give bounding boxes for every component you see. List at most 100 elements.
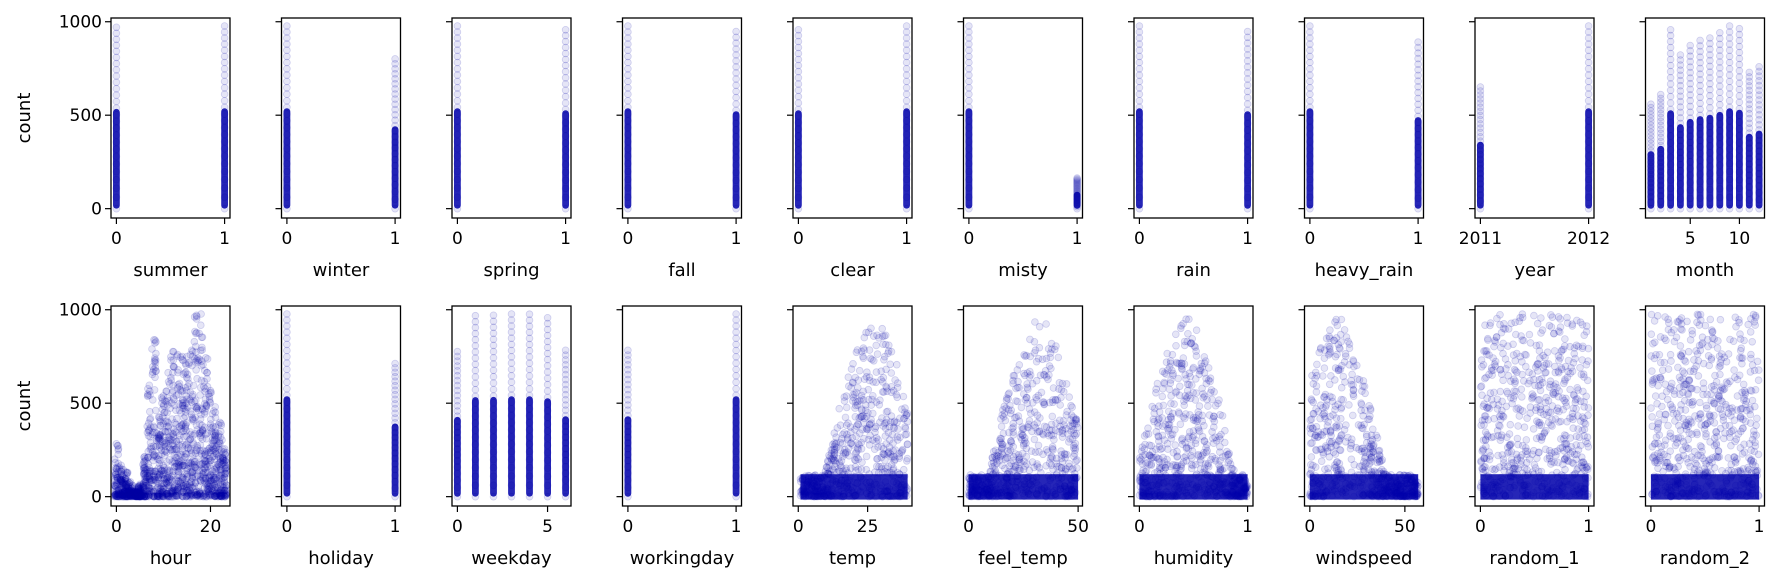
- data-point: [212, 429, 220, 438]
- points-windspeed: [1306, 315, 1422, 501]
- data-point: [1676, 204, 1685, 213]
- data-point: [211, 491, 219, 500]
- data-point: [1161, 369, 1169, 377]
- data-point: [170, 363, 178, 371]
- data-point: [732, 45, 740, 53]
- data-point: [114, 446, 122, 454]
- data-point: [866, 354, 875, 363]
- data-point: [1686, 194, 1694, 203]
- data-point: [127, 489, 135, 498]
- data-point: [849, 393, 858, 402]
- data-point: [204, 478, 213, 486]
- data-point: [853, 444, 862, 453]
- data-point: [893, 432, 902, 441]
- data-point: [1476, 99, 1485, 107]
- data-point: [732, 161, 740, 169]
- data-point: [1306, 84, 1314, 92]
- data-point: [1025, 405, 1034, 413]
- data-point: [872, 437, 880, 446]
- data-point: [732, 346, 740, 355]
- data-point: [1216, 465, 1225, 474]
- data-point: [194, 356, 203, 365]
- data-point: [120, 487, 129, 496]
- data-point: [391, 132, 399, 141]
- data-point: [132, 487, 141, 496]
- data-point: [124, 491, 133, 500]
- data-point: [219, 456, 228, 464]
- data-point: [179, 461, 187, 470]
- data-point: [1676, 61, 1685, 69]
- data-point: [1647, 204, 1655, 213]
- data-point: [140, 485, 148, 494]
- data-point: [1065, 459, 1073, 468]
- data-point: [154, 434, 163, 443]
- data-point: [162, 489, 171, 498]
- data-point: [123, 492, 131, 500]
- data-point: [1164, 445, 1172, 453]
- data-point: [1042, 445, 1051, 454]
- data-point: [1149, 453, 1158, 462]
- data-point: [875, 462, 883, 471]
- data-point: [158, 428, 167, 436]
- data-point: [221, 465, 229, 473]
- data-point: [1656, 137, 1665, 146]
- data-point: [624, 356, 632, 364]
- data-point: [220, 145, 229, 153]
- data-point: [1135, 34, 1144, 42]
- data-point: [1187, 339, 1195, 348]
- data-point: [507, 455, 516, 464]
- data-point: [1666, 193, 1675, 202]
- data-point: [162, 474, 171, 483]
- data-point: [886, 360, 894, 369]
- data-point: [1735, 138, 1744, 147]
- data-point: [1073, 456, 1081, 464]
- data-point: [1001, 416, 1010, 425]
- data-point: [220, 448, 228, 456]
- data-point: [471, 366, 480, 375]
- data-point: [1188, 433, 1197, 442]
- data-point: [193, 404, 201, 413]
- point-column: [526, 396, 533, 497]
- data-point: [140, 469, 148, 477]
- data-point: [1716, 154, 1724, 162]
- data-point: [507, 334, 516, 343]
- data-point: [1243, 69, 1252, 77]
- data-point: [1320, 412, 1329, 421]
- data-point: [837, 434, 846, 443]
- data-point: [132, 492, 141, 501]
- data-point: [1172, 463, 1181, 472]
- data-point: [471, 492, 480, 501]
- data-point: [1048, 412, 1057, 421]
- data-point: [165, 439, 173, 448]
- data-point: [130, 489, 138, 498]
- data-point: [1208, 452, 1217, 461]
- data-point: [128, 489, 136, 498]
- data-point: [847, 464, 855, 473]
- data-point: [283, 97, 291, 105]
- data-point: [135, 484, 144, 493]
- data-point: [849, 390, 857, 399]
- data-point: [391, 438, 399, 447]
- data-point: [122, 468, 130, 476]
- data-point: [1414, 170, 1422, 179]
- data-point: [507, 447, 516, 456]
- data-point: [184, 487, 193, 496]
- data-point: [213, 450, 221, 459]
- data-point: [209, 472, 218, 480]
- data-point: [525, 433, 534, 441]
- data-point: [187, 459, 196, 468]
- data-point: [1647, 128, 1655, 137]
- data-point: [124, 482, 133, 491]
- data-point: [212, 489, 220, 497]
- data-point: [391, 359, 399, 368]
- data-point: [1476, 137, 1485, 145]
- data-point: [169, 347, 178, 356]
- data-point: [561, 416, 570, 425]
- data-point: [147, 467, 155, 475]
- data-point: [561, 74, 570, 82]
- data-point: [141, 478, 149, 486]
- data-point: [1153, 419, 1162, 427]
- data-point: [998, 442, 1007, 451]
- data-point: [1340, 425, 1349, 434]
